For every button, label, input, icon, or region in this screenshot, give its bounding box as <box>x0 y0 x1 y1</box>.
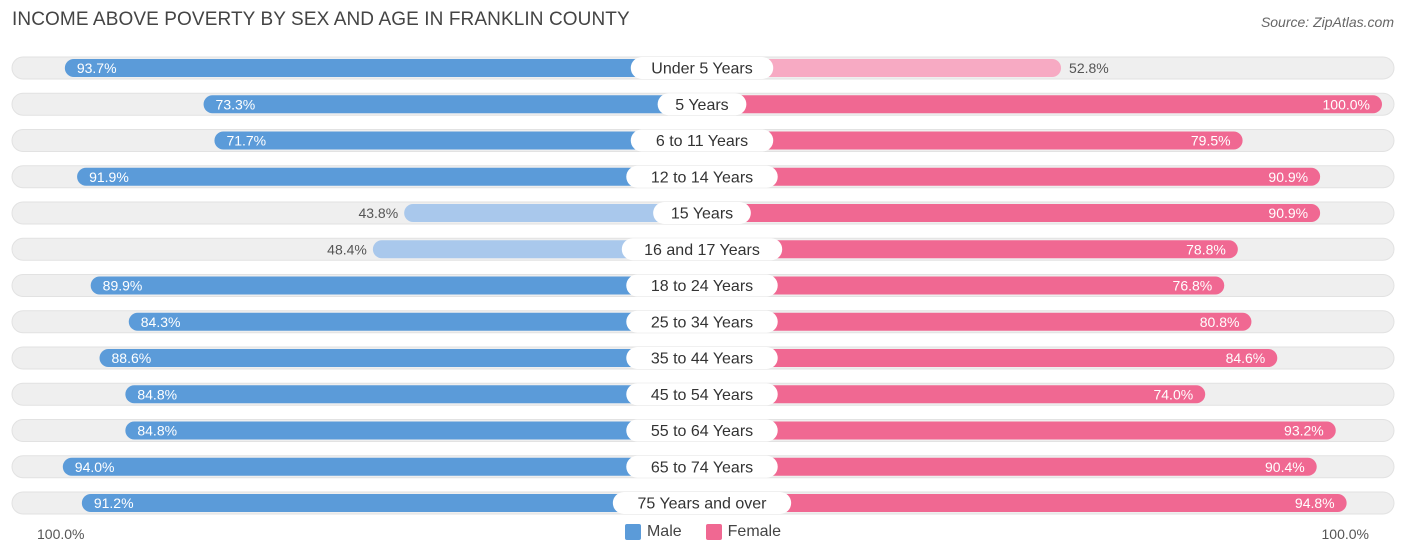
female-value-label: 79.5% <box>1191 133 1231 149</box>
male-bar <box>372 240 702 259</box>
category-pill <box>626 165 778 188</box>
female-value-label: 93.2% <box>1284 423 1324 439</box>
category-pill <box>626 419 778 442</box>
category-pill <box>626 274 778 297</box>
female-bar <box>702 385 1206 404</box>
legend-label-female: Female <box>727 523 782 540</box>
axis-right-label: 100.0% <box>1321 526 1369 542</box>
category-pill <box>626 383 778 406</box>
category-pill <box>626 347 778 369</box>
female-bar <box>702 276 1225 295</box>
female-bar <box>702 421 1336 440</box>
female-bar <box>702 457 1317 476</box>
legend-swatch-male <box>624 524 641 540</box>
male-bar <box>125 421 703 440</box>
female-value-label: 90.9% <box>1268 205 1308 221</box>
category-pill <box>621 238 783 261</box>
female-value-label: 78.8% <box>1186 241 1226 257</box>
male-value-label: 73.3% <box>216 96 256 112</box>
category-label: 16 and 17 Years <box>644 242 760 259</box>
category-pill <box>630 57 774 79</box>
legend-item-male[interactable]: Male <box>624 523 682 541</box>
axis-left-label: 100.0% <box>37 526 85 542</box>
female-bar <box>702 494 1347 512</box>
male-value-label: 91.9% <box>89 169 129 185</box>
male-value-label: 91.2% <box>94 495 134 511</box>
legend-label-male: Male <box>646 523 682 540</box>
category-label: 45 to 54 Years <box>651 387 753 404</box>
female-value-label: 90.4% <box>1265 459 1305 475</box>
male-bar <box>214 131 702 150</box>
male-bar <box>64 59 703 77</box>
category-label: 5 Years <box>675 97 728 114</box>
male-value-label: 71.7% <box>226 133 266 149</box>
male-value-label: 84.8% <box>137 386 177 402</box>
category-pill <box>630 129 774 152</box>
category-label: 55 to 64 Years <box>651 423 753 440</box>
male-value-label: 84.3% <box>141 314 181 330</box>
female-value-label: 84.6% <box>1226 350 1266 366</box>
male-bar <box>62 457 703 476</box>
female-value-label: 52.8% <box>1069 60 1109 76</box>
male-value-label: 43.8% <box>358 205 398 221</box>
category-label: 12 to 14 Years <box>651 169 753 186</box>
female-value-label: 80.8% <box>1200 314 1240 330</box>
category-label: 18 to 24 Years <box>651 278 753 295</box>
male-bar <box>125 385 703 404</box>
category-pill <box>626 310 778 333</box>
female-bar <box>702 59 1062 77</box>
male-bar <box>203 95 702 114</box>
female-value-label: 74.0% <box>1153 386 1193 402</box>
male-value-label: 48.4% <box>327 241 367 257</box>
category-label: 35 to 44 Years <box>651 351 753 368</box>
source-credit: Source: ZipAtlas.com <box>1260 14 1394 30</box>
category-pill <box>653 202 751 224</box>
category-pill <box>626 455 778 478</box>
female-value-label: 94.8% <box>1295 495 1335 511</box>
female-value-label: 76.8% <box>1173 278 1213 294</box>
category-label: 65 to 74 Years <box>651 459 753 476</box>
female-bar <box>702 240 1238 259</box>
category-label: 6 to 11 Years <box>656 133 748 150</box>
male-bar <box>99 349 702 367</box>
female-value-label: 90.9% <box>1268 169 1308 185</box>
male-value-label: 93.7% <box>77 60 117 76</box>
male-bar <box>81 494 703 512</box>
female-bar <box>702 167 1321 186</box>
female-bar <box>702 95 1382 114</box>
male-bar <box>77 167 702 186</box>
male-value-label: 84.8% <box>137 423 177 439</box>
category-label: 75 Years and over <box>638 496 768 513</box>
male-value-label: 89.9% <box>103 278 143 294</box>
legend-swatch-female <box>705 524 722 540</box>
category-label: 25 to 34 Years <box>651 314 753 331</box>
female-bar <box>702 349 1278 367</box>
male-bar <box>404 204 702 222</box>
male-bar <box>128 312 702 331</box>
male-value-label: 94.0% <box>75 459 115 475</box>
legend-item-female[interactable]: Female <box>705 523 782 541</box>
category-label: Under 5 Years <box>651 61 752 78</box>
female-bar <box>702 204 1321 222</box>
category-label: 15 Years <box>671 206 733 223</box>
chart-title: INCOME ABOVE POVERTY BY SEX AND AGE IN F… <box>12 9 630 30</box>
female-value-label: 100.0% <box>1323 96 1370 112</box>
male-value-label: 88.6% <box>112 350 152 366</box>
category-pill <box>657 93 747 116</box>
category-pill <box>612 492 792 514</box>
female-bar <box>702 312 1252 331</box>
legend: Male Female <box>0 523 1406 541</box>
male-bar <box>90 276 703 295</box>
female-bar <box>702 131 1243 150</box>
